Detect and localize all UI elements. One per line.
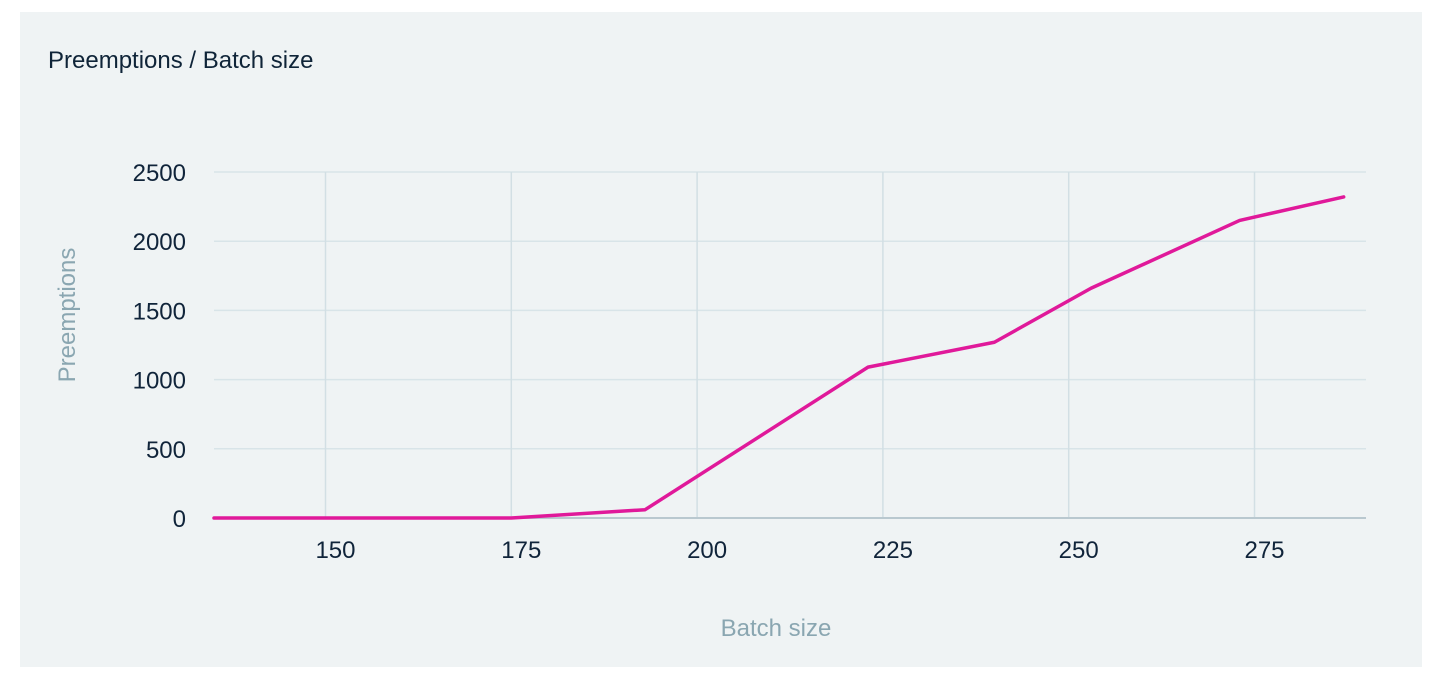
y-tick-label: 2500 [133,160,186,187]
x-tick-label: 175 [501,537,541,564]
x-tick-label: 150 [315,537,355,564]
x-tick-label: 200 [687,537,727,564]
x-tick-label: 225 [873,537,913,564]
y-tick-label: 1000 [133,368,186,395]
tick-labels: 0 500 1000 1500 2000 2500 150 175 200 225 250 275 [133,160,1285,564]
chart-title: Preemptions / Batch size [48,47,314,74]
y-axis-title: Preemptions [54,248,81,383]
x-axis-title: Batch size [721,615,832,642]
y-tick-label: 500 [146,437,186,464]
y-tick-label: 1500 [133,298,186,325]
series-layer [212,195,1346,520]
grid-lines [214,171,1366,518]
y-tick-label: 2000 [133,229,186,256]
series-line [212,195,1346,520]
chart-card [20,12,1422,667]
y-tick-label: 0 [173,506,186,533]
x-tick-label: 250 [1059,537,1099,564]
x-tick-label: 275 [1244,537,1284,564]
